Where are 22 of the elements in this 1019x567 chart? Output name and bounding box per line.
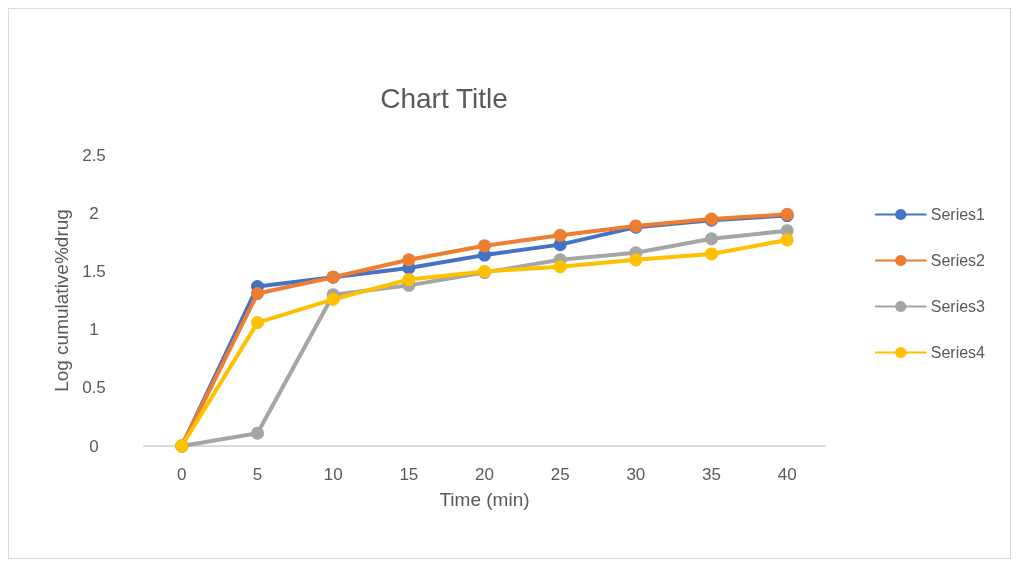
- x-tick-label: 30: [626, 465, 646, 484]
- y-tick-label: 1: [89, 320, 99, 340]
- y-tick-label: 2: [89, 203, 99, 223]
- x-tick-label: 25: [550, 465, 570, 484]
- legend-label: Series1: [930, 206, 986, 223]
- x-tick-label: 20: [475, 465, 494, 484]
- y-axis-title: Log cumulative%drug: [51, 209, 73, 392]
- x-tick-label: 35: [702, 465, 721, 484]
- legend-label: Series3: [930, 298, 986, 315]
- y-tick-label: 2.5: [82, 145, 106, 165]
- y-tick-label: 1.5: [82, 261, 106, 281]
- y-tick-label: 0: [89, 436, 99, 456]
- x-tick-label: 15: [399, 465, 419, 484]
- x-tick-label: 40: [777, 465, 797, 484]
- chart-title: Chart Title: [380, 82, 508, 114]
- x-axis-title: Time (min): [439, 489, 530, 510]
- x-tick-label: 5: [252, 465, 263, 484]
- x-tick-label: 10: [323, 465, 343, 484]
- legend-label: Series4: [930, 344, 986, 361]
- legend-label: Series2: [930, 252, 986, 269]
- y-tick-label: 0.5: [82, 378, 106, 398]
- x-tick-label: 0: [177, 465, 187, 484]
